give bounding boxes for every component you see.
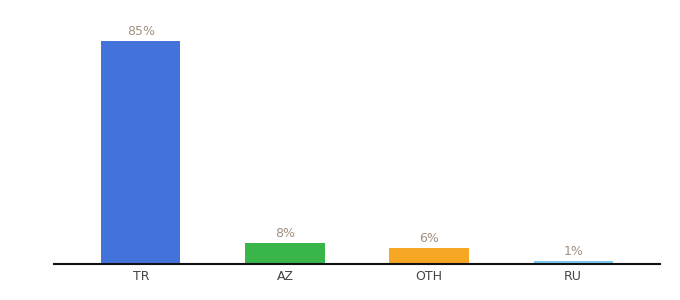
Bar — [245, 243, 324, 264]
Bar — [390, 248, 469, 264]
Bar — [101, 41, 180, 264]
Text: 6%: 6% — [419, 232, 439, 245]
Text: 85%: 85% — [127, 25, 155, 38]
Bar — [534, 261, 613, 264]
Text: 8%: 8% — [275, 227, 295, 240]
Text: 1%: 1% — [563, 245, 583, 258]
